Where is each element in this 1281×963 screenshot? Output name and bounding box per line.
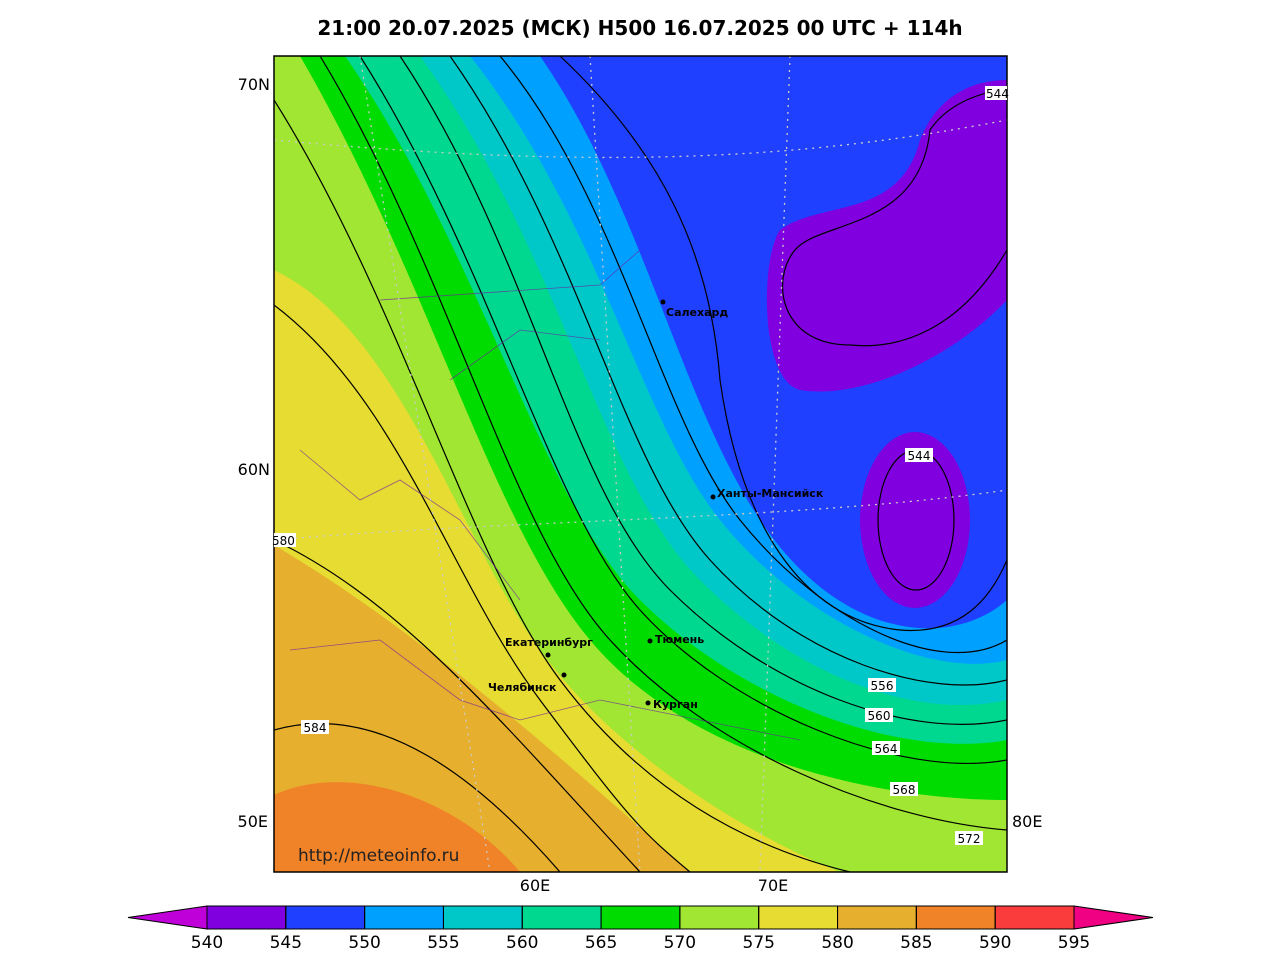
band bbox=[274, 782, 520, 872]
colorbar-segment bbox=[679, 905, 760, 930]
colorbar-label: 565 bbox=[585, 933, 617, 953]
cities: Салехард Ханты-Мансийск Екатеринбург Тюм… bbox=[488, 299, 824, 711]
map bbox=[274, 56, 1007, 872]
watermark: http://meteoinfo.ru bbox=[298, 846, 459, 866]
colorbar-label: 540 bbox=[191, 933, 223, 953]
lat-label: 70N bbox=[238, 75, 270, 94]
colorbar-label: 545 bbox=[270, 933, 302, 953]
grid bbox=[274, 56, 1007, 872]
colorbar-segment bbox=[837, 905, 917, 930]
city-label: Екатеринбург bbox=[505, 636, 593, 649]
colorbar-under bbox=[127, 905, 208, 930]
contour-label: 556 bbox=[871, 679, 894, 693]
contour-label: 544 bbox=[908, 449, 931, 463]
colorbar-segment bbox=[994, 905, 1075, 930]
colorbar-label: 585 bbox=[900, 933, 932, 953]
city-label: Курган bbox=[653, 698, 698, 711]
city-label: Тюмень bbox=[655, 633, 704, 646]
colorbar-label: 570 bbox=[664, 933, 696, 953]
lat-label: 60N bbox=[238, 460, 270, 479]
colorbar: 540 545 550 555 560 565 570 575 580 585 590 595 bbox=[127, 905, 1154, 953]
colorbar-label: 575 bbox=[743, 933, 775, 953]
city-label: Салехард bbox=[666, 306, 728, 319]
city-label: Челябинск bbox=[488, 681, 557, 694]
contour-label: 572 bbox=[958, 832, 981, 846]
contour-label: 568 bbox=[893, 783, 916, 797]
colorbar-segment bbox=[442, 905, 523, 930]
colorbar-label: 550 bbox=[348, 933, 380, 953]
colorbar-segment bbox=[364, 905, 444, 930]
colorbar-label: 560 bbox=[506, 933, 538, 953]
band bbox=[766, 80, 1007, 392]
borders bbox=[289, 249, 801, 741]
axis-labels: 70N 60N 50E 80E 60E 70E bbox=[238, 75, 1043, 895]
city-label: Ханты-Мансийск bbox=[717, 487, 824, 500]
colorbar-segment bbox=[758, 905, 839, 930]
lon-label: 80E bbox=[1012, 812, 1042, 831]
map-frame bbox=[273, 55, 1008, 873]
colorbar-label: 595 bbox=[1058, 933, 1090, 953]
contour-label: 584 bbox=[304, 721, 327, 735]
colorbar-segment bbox=[206, 905, 287, 930]
contour-label: 580 bbox=[272, 534, 295, 548]
colorbar-segment bbox=[600, 905, 681, 930]
title: 21:00 20.07.2025 (МСК) H500 16.07.2025 0… bbox=[317, 16, 962, 40]
contour-label: 544 bbox=[986, 87, 1009, 101]
lon-label: 60E bbox=[520, 876, 550, 895]
colorbar-over bbox=[1073, 905, 1154, 930]
colorbar-segment bbox=[915, 905, 996, 930]
band bbox=[860, 432, 970, 608]
contour-label: 564 bbox=[875, 742, 898, 756]
contour-labels: 544 544 580 584 556 560 564 568 572 bbox=[272, 86, 1009, 846]
colorbar-label: 590 bbox=[979, 933, 1011, 953]
colorbar-label: 555 bbox=[427, 933, 459, 953]
lon-label: 70E bbox=[758, 876, 788, 895]
contour-label: 560 bbox=[868, 709, 891, 723]
colorbar-segment bbox=[521, 905, 602, 930]
lon-label: 50E bbox=[238, 812, 268, 831]
colorbar-segment bbox=[285, 905, 366, 930]
colorbar-label: 580 bbox=[821, 933, 853, 953]
